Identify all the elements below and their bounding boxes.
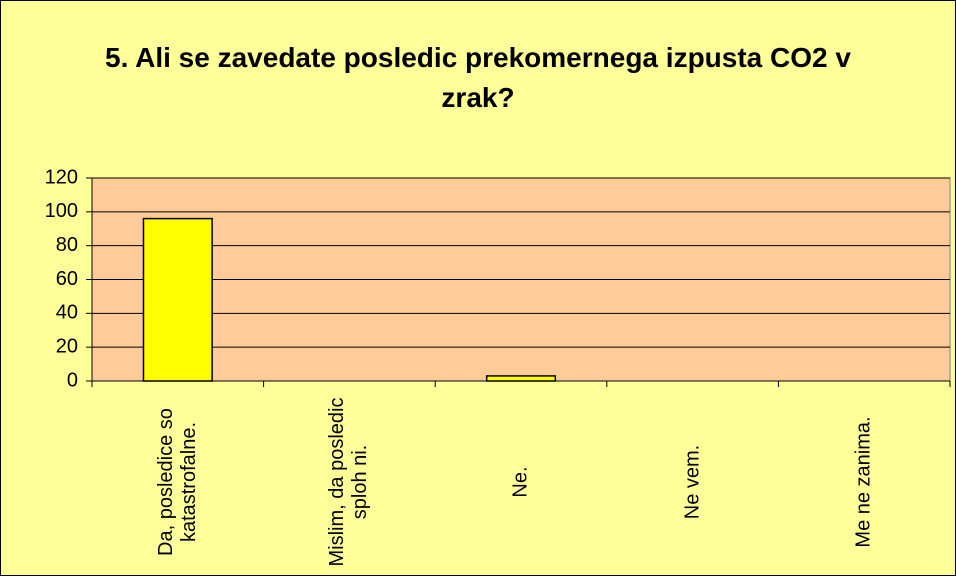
x-tick-label: Me ne zanima. [852,416,875,548]
y-tick-label: 20 [56,335,78,357]
y-tick-label: 100 [45,200,78,222]
bar [485,375,557,382]
y-tick-label: 120 [45,166,78,188]
bar [142,217,213,382]
x-tick-label: Mislim, da posledic sploh ni. [326,397,372,567]
chart-title: 5. Ali se zavedate posledic prekomernega… [105,42,851,113]
x-tick-label: Da, posledice so katastrofalne. [154,408,200,556]
y-tick-label: 80 [56,234,78,256]
x-tick-label: Ne. [509,466,532,498]
y-tick-label: 60 [56,268,78,290]
y-tick-label: 40 [56,302,78,324]
y-tick-label: 0 [67,369,78,391]
x-tick-label: Ne vem. [681,444,704,520]
